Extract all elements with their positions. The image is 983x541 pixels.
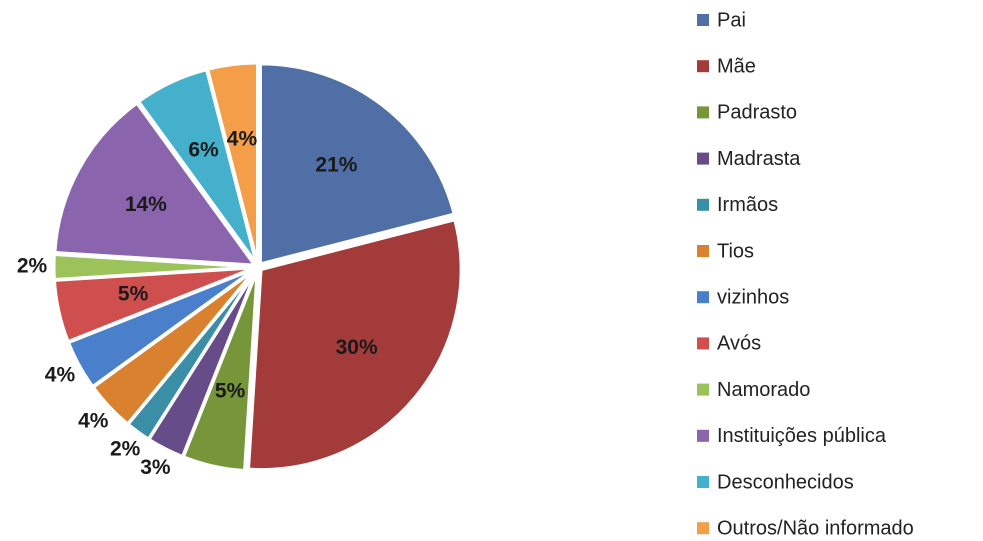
- legend-label: Namorado: [717, 379, 810, 401]
- data-label: 5%: [118, 282, 149, 305]
- data-label: 4%: [227, 128, 258, 151]
- data-label: 6%: [188, 139, 219, 162]
- legend-swatch: [697, 106, 709, 119]
- data-label: 2%: [17, 255, 48, 278]
- legend-label: Avós: [717, 333, 761, 355]
- legend-label: Instituições pública: [717, 425, 887, 447]
- legend-swatch: [697, 245, 709, 257]
- data-label: 21%: [315, 153, 357, 176]
- pie-slice: [205, 61, 259, 264]
- pie-slice: [53, 101, 258, 267]
- data-label: 4%: [78, 409, 109, 432]
- legend-label: Padrasto: [717, 102, 797, 124]
- legend-swatch: [697, 14, 709, 26]
- legend-swatch: [697, 337, 709, 350]
- legend-swatch: [697, 198, 709, 211]
- legend-label: vizinhos: [717, 286, 789, 308]
- data-label: 30%: [336, 336, 378, 359]
- legend-label: Mãe: [717, 55, 756, 77]
- legend-label: Desconhecidos: [717, 471, 854, 493]
- legend-swatch: [697, 60, 709, 73]
- pie-slice: [258, 62, 456, 266]
- legend-label: Irmãos: [717, 194, 778, 216]
- legend-swatch: [697, 476, 709, 488]
- legend-label: Madrasta: [717, 148, 801, 170]
- data-label: 3%: [140, 456, 171, 479]
- pie-slice: [52, 252, 255, 282]
- legend-swatch: [697, 383, 709, 396]
- legend-label: Pai: [717, 9, 746, 31]
- legend-label: Tios: [717, 240, 754, 262]
- data-label: 4%: [45, 363, 76, 386]
- legend-label: Outros/Não informado: [717, 517, 914, 539]
- legend-swatch: [697, 522, 709, 535]
- legend-swatch: [697, 429, 709, 442]
- pie-slice: [246, 217, 463, 472]
- legend-swatch: [697, 291, 709, 304]
- data-label: 14%: [125, 193, 167, 216]
- data-label: 2%: [110, 437, 141, 460]
- legend-swatch: [697, 152, 709, 165]
- data-label: 5%: [215, 379, 246, 402]
